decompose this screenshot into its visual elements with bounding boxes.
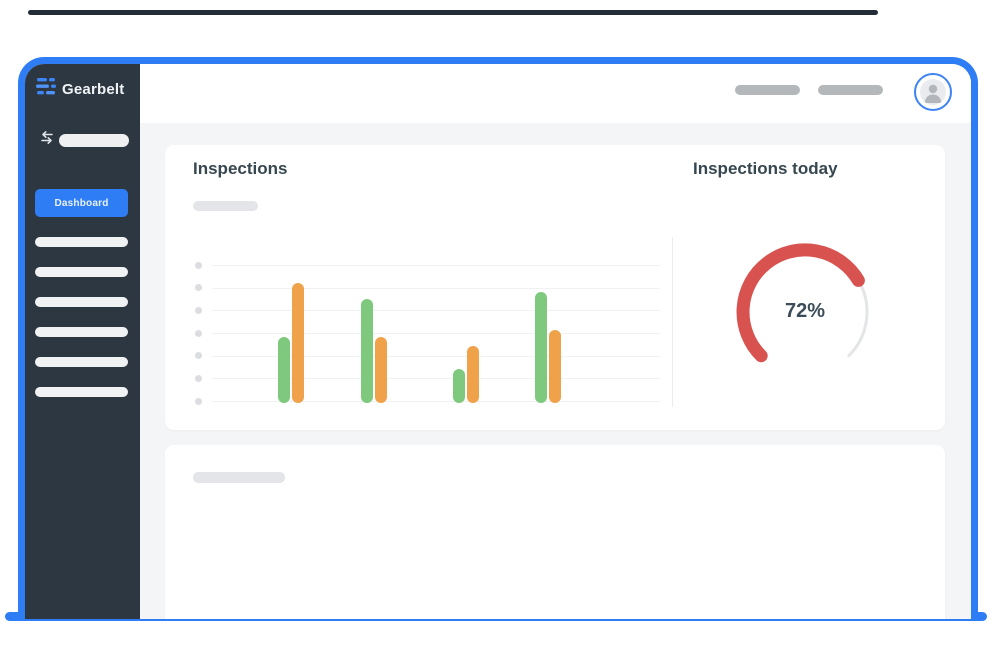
chart-tick-dot [195,352,202,360]
gauge-chart: 72% [725,232,885,392]
sidebar-placeholder-item[interactable] [35,297,128,307]
sidebar-nav-row[interactable] [40,130,129,150]
inspections-card: Inspections Inspections today 72% [165,145,945,430]
bar-chart[interactable] [212,265,660,403]
sidebar-placeholder-item[interactable] [35,387,128,397]
header-placeholder-item[interactable] [735,85,800,95]
bar-green-group4[interactable] [535,291,547,403]
bar-green-group2[interactable] [361,298,373,403]
bar-orange-group2[interactable] [375,337,387,403]
chart-gridline [212,265,660,266]
chart-tick-dot [195,397,202,405]
chart-gridline [212,287,660,289]
sidebar-placeholder-pill [59,133,129,147]
inspections-today-title: Inspections today [693,159,838,178]
chart-gridline [212,401,660,402]
bottom-card [165,445,945,619]
card-divider [672,237,673,407]
brand-name: Gearbelt [62,80,125,98]
sidebar-item-dashboard[interactable]: Dashboard [35,189,128,217]
swap-arrows-icon [40,130,54,150]
bar-orange-group1[interactable] [292,282,304,403]
inspections-title: Inspections [193,159,288,178]
chart-tick-dot [195,329,202,337]
chart-gridline [212,378,660,380]
bar-orange-group4[interactable] [549,330,561,403]
header-placeholder-item[interactable] [818,85,883,95]
chart-tick-dot [195,374,202,382]
gauge-value: 72% [784,300,826,322]
sidebar-placeholder-item[interactable] [35,327,128,337]
gearbelt-logo-icon [36,77,56,101]
chart-tick-dot [195,306,202,314]
user-icon [920,79,946,105]
main-content: Inspections Inspections today 72% [140,123,971,619]
chart-gridline [212,355,660,357]
chart-gridline [212,333,660,334]
placeholder-bar [193,472,285,483]
sidebar-placeholder-item[interactable] [35,267,128,277]
placeholder-bar [193,201,258,211]
sidebar-placeholder-item[interactable] [35,357,128,367]
brand-logo[interactable]: Gearbelt [36,77,125,101]
chart-tick-dot [195,261,202,269]
gauge-arc [736,243,869,363]
sidebar: Gearbelt Dashboard [25,64,140,619]
app-window: Gearbelt Dashboard [18,57,978,619]
sidebar-placeholder-item[interactable] [35,237,128,247]
bar-green-group1[interactable] [278,337,290,403]
background-window-edge [28,10,878,15]
chart-gridline [212,310,660,312]
user-avatar[interactable] [914,73,952,111]
bar-green-group3[interactable] [453,369,465,403]
chart-tick-dot [195,284,202,292]
chart-axis-dots [195,261,202,405]
bar-orange-group3[interactable] [467,346,479,403]
top-bar [140,64,971,124]
